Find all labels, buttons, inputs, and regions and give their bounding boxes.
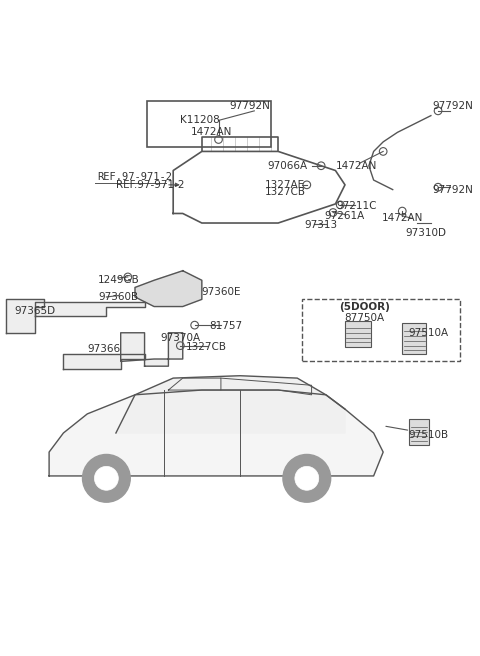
Text: 97792N: 97792N [229,101,270,111]
Circle shape [283,455,331,502]
Text: 97792N: 97792N [432,184,473,195]
Bar [302,299,459,361]
Bar [402,323,426,354]
Text: 97370A: 97370A [160,333,201,342]
Text: 97792N: 97792N [432,101,473,111]
Text: 1472AN: 1472AN [382,213,423,223]
Text: REF.97-971-2: REF.97-971-2 [97,173,172,182]
Text: 1472AN: 1472AN [191,127,232,137]
Text: REF.97-971-2: REF.97-971-2 [116,180,184,190]
Text: 81757: 81757 [209,321,242,331]
Text: 1472AN: 1472AN [336,161,378,171]
Text: 97360B: 97360B [98,292,138,302]
Polygon shape [116,376,345,433]
Text: 97366: 97366 [87,344,120,354]
Text: 97360E: 97360E [201,287,240,297]
Circle shape [83,455,130,502]
Text: 97365D: 97365D [14,306,55,316]
Text: 87750A: 87750A [344,314,384,323]
Polygon shape [135,271,202,306]
Polygon shape [35,302,144,316]
Text: 1327CB: 1327CB [265,187,306,197]
Text: 97510A: 97510A [408,328,449,338]
Bar [345,321,371,347]
Text: 1327CB: 1327CB [186,342,227,352]
Polygon shape [63,354,144,369]
Polygon shape [49,390,383,476]
Bar [409,419,429,445]
Polygon shape [120,333,183,366]
Text: 97066A: 97066A [268,161,308,171]
Text: (5DOOR): (5DOOR) [339,302,389,312]
Text: 1249GB: 1249GB [97,276,139,285]
Bar [147,101,271,147]
Text: 97261A: 97261A [325,211,365,221]
Text: K11208: K11208 [180,115,219,125]
Text: 97211C: 97211C [336,201,377,211]
Text: 1327AE: 1327AE [265,180,305,190]
Circle shape [295,466,319,490]
Text: 97313: 97313 [305,220,338,230]
Circle shape [95,466,118,490]
Text: 97310D: 97310D [406,228,446,237]
Polygon shape [6,299,44,333]
Text: 97510B: 97510B [408,430,449,440]
